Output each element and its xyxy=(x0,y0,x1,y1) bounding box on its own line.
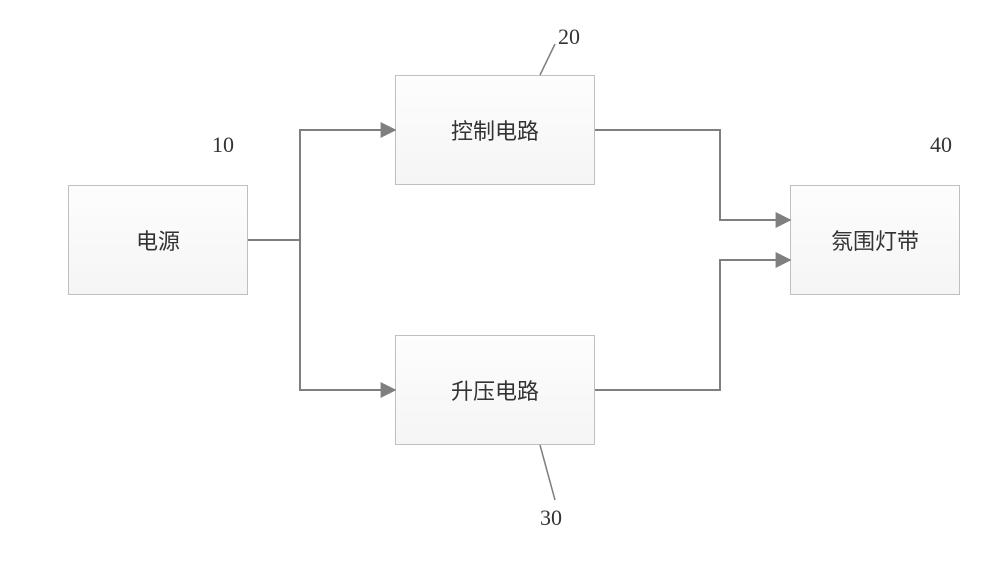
leader-boost xyxy=(540,445,555,500)
node-strip: 氛围灯带 xyxy=(790,185,960,295)
node-boost-label: 升压电路 xyxy=(451,374,539,406)
edge-boost-strip xyxy=(595,260,790,390)
node-power: 电源 xyxy=(68,185,248,295)
edge-control-strip xyxy=(595,130,790,220)
node-control: 控制电路 xyxy=(395,75,595,185)
node-boost: 升压电路 xyxy=(395,335,595,445)
edge-power-boost xyxy=(248,240,395,390)
node-power-label: 电源 xyxy=(136,224,180,256)
ref-label-power: 10 xyxy=(212,132,234,158)
node-strip-label: 氛围灯带 xyxy=(831,224,919,256)
ref-label-boost: 30 xyxy=(540,505,562,531)
ref-label-strip: 40 xyxy=(930,132,952,158)
edge-power-control xyxy=(248,130,395,240)
leader-control xyxy=(540,44,555,75)
ref-label-control: 20 xyxy=(558,24,580,50)
node-control-label: 控制电路 xyxy=(451,114,539,146)
